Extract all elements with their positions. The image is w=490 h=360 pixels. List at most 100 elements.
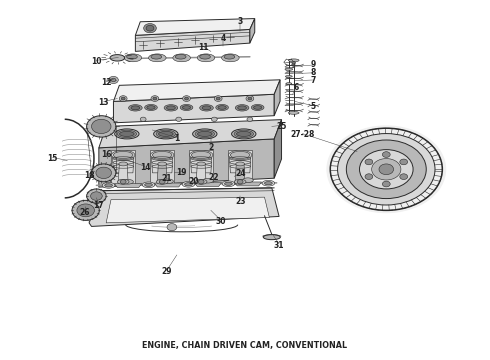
Polygon shape [135,19,255,35]
Circle shape [159,180,165,184]
Polygon shape [89,188,279,226]
Circle shape [72,201,99,220]
Ellipse shape [288,111,299,114]
Polygon shape [118,164,128,182]
Ellipse shape [122,180,133,184]
Circle shape [216,97,220,100]
Circle shape [247,117,253,121]
Circle shape [96,167,112,179]
Text: 1: 1 [174,134,179,143]
Circle shape [91,192,102,201]
Polygon shape [274,120,282,178]
Text: 29: 29 [162,267,172,276]
Text: 31: 31 [274,240,284,249]
Ellipse shape [190,150,213,159]
Text: 20: 20 [189,176,199,185]
Ellipse shape [216,104,228,111]
Ellipse shape [180,104,193,111]
Ellipse shape [167,106,175,110]
Ellipse shape [159,131,173,136]
Ellipse shape [185,183,193,186]
Ellipse shape [182,181,195,187]
Ellipse shape [234,179,246,184]
Ellipse shape [142,182,155,188]
Ellipse shape [265,181,272,185]
Polygon shape [196,164,206,182]
Ellipse shape [117,179,129,184]
Ellipse shape [197,131,212,136]
Ellipse shape [182,106,191,109]
Circle shape [338,134,435,205]
Polygon shape [274,80,280,116]
Ellipse shape [293,67,295,68]
Text: 5: 5 [311,102,316,111]
Text: 3: 3 [238,17,243,26]
Ellipse shape [163,179,173,184]
Polygon shape [99,139,274,187]
Text: 17: 17 [94,201,104,210]
Ellipse shape [150,150,174,159]
Circle shape [379,164,393,175]
Circle shape [237,180,243,184]
Circle shape [167,224,177,231]
Ellipse shape [232,129,256,139]
Ellipse shape [114,152,133,158]
Circle shape [120,180,126,184]
Text: ENGINE, CHAIN DRIVEN CAM, CONVENTIONAL: ENGINE, CHAIN DRIVEN CAM, CONVENTIONAL [143,341,347,350]
Ellipse shape [286,83,292,85]
Circle shape [248,97,252,100]
Ellipse shape [105,184,113,187]
Circle shape [326,125,446,213]
Ellipse shape [193,129,217,139]
Ellipse shape [292,64,295,66]
Ellipse shape [102,183,115,188]
Circle shape [87,116,116,137]
Polygon shape [195,183,221,186]
Ellipse shape [202,179,213,183]
Ellipse shape [197,54,215,62]
Ellipse shape [234,130,253,138]
Ellipse shape [292,62,295,64]
Ellipse shape [235,105,249,111]
Text: 30: 30 [216,217,226,226]
Text: 10: 10 [91,57,101,66]
Ellipse shape [200,54,210,59]
Circle shape [151,96,159,102]
Ellipse shape [151,54,162,59]
Circle shape [121,97,125,100]
Ellipse shape [145,104,157,111]
Circle shape [185,97,189,100]
Ellipse shape [285,68,293,70]
Polygon shape [191,157,212,173]
Polygon shape [229,157,251,173]
Polygon shape [113,157,134,173]
Circle shape [109,76,118,84]
Text: 19: 19 [176,168,187,177]
Ellipse shape [156,130,175,138]
Text: 22: 22 [208,173,219,182]
Text: 24: 24 [235,170,245,179]
Polygon shape [99,120,282,148]
Circle shape [92,164,116,182]
Circle shape [372,158,401,180]
Polygon shape [234,182,262,186]
Ellipse shape [110,55,124,61]
Text: 23: 23 [235,197,245,206]
Circle shape [183,96,191,102]
Circle shape [140,117,146,121]
Polygon shape [114,94,274,123]
Ellipse shape [154,129,178,139]
Circle shape [382,181,390,187]
Text: 27-28: 27-28 [290,130,315,139]
Ellipse shape [152,152,172,158]
Ellipse shape [236,162,245,166]
Circle shape [400,159,408,165]
Polygon shape [135,30,250,51]
Ellipse shape [120,131,134,136]
Polygon shape [154,183,182,187]
Text: 16: 16 [101,150,111,159]
Text: 15: 15 [48,154,58,163]
Text: 11: 11 [198,43,209,52]
Polygon shape [106,197,270,223]
Ellipse shape [222,181,235,186]
